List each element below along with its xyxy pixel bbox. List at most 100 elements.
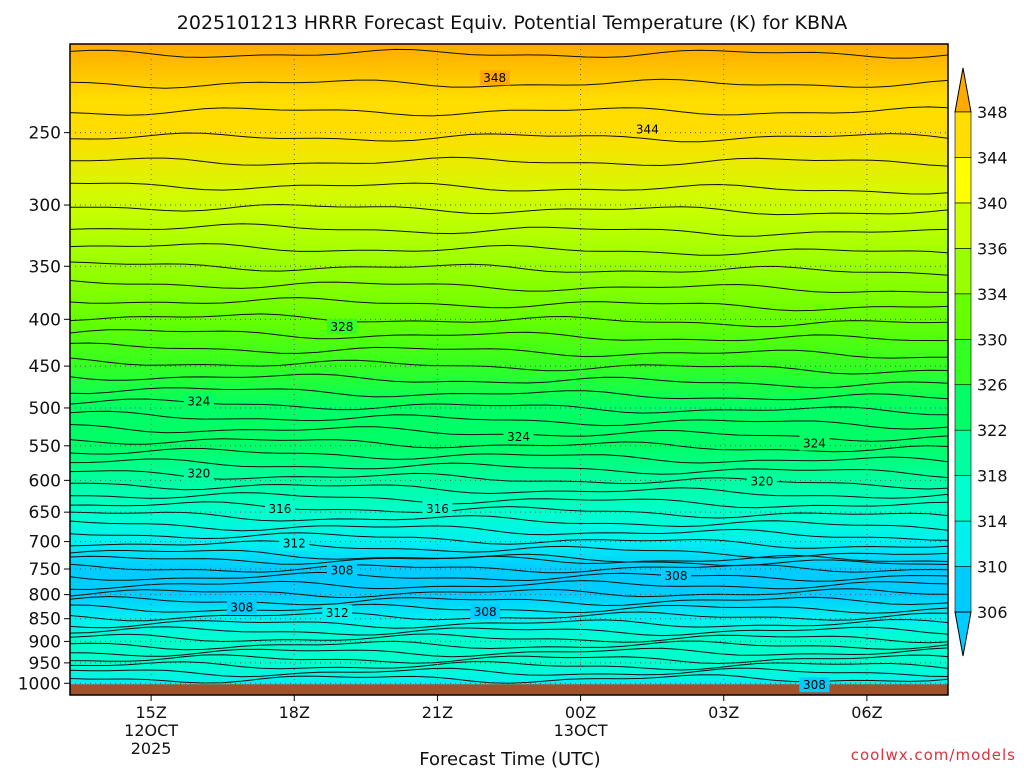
contour-label-bg: [279, 535, 310, 551]
x-tick-date-label: 13OCT: [554, 721, 608, 740]
contour-line: [69, 78, 949, 89]
colorbar-top-arrow: [954, 67, 972, 113]
x-tick-year-label: 2025: [131, 739, 172, 758]
contour-label-bg: [226, 599, 257, 615]
colorbar-segment: [954, 338, 972, 386]
contour-label-bg: [183, 393, 214, 409]
contour-label: 348: [483, 71, 506, 85]
y-axis: 2503003504004505005506006507007508008509…: [18, 124, 70, 694]
contour-line: [69, 661, 949, 671]
contour-line: [69, 626, 949, 637]
x-tick-label: 21Z: [422, 703, 453, 722]
contour-line: [69, 563, 949, 574]
y-tick-label: 400: [29, 310, 61, 330]
colorbar-segment: [954, 248, 972, 295]
colorbar-label: 318: [977, 467, 1008, 486]
contour-label: 316: [269, 502, 292, 516]
contour-line: [69, 398, 949, 416]
contour-line: [69, 373, 949, 389]
contour-label-bg: [632, 121, 663, 137]
contour-label-bg: [799, 435, 830, 451]
contour-line: [69, 387, 949, 401]
contour-line: [70, 156, 949, 167]
contour-label: 324: [187, 395, 210, 409]
contour-line: [69, 313, 949, 328]
contour-label: 324: [803, 437, 826, 451]
contour-line: [69, 48, 949, 59]
y-tick-label: 350: [29, 257, 61, 277]
contour-line: [69, 223, 949, 237]
x-tick-label: 00Z: [565, 703, 596, 722]
y-tick-label: 1000: [18, 674, 61, 694]
contour-label: 328: [331, 320, 354, 334]
contour-line: [69, 501, 949, 519]
colorbar-label: 340: [977, 194, 1008, 213]
contour-line: [69, 261, 949, 276]
plot-area: 348 344 328 324 324 324 320 320 316 316 312 308 308 3…: [69, 43, 949, 696]
contour-lines: [69, 48, 949, 684]
y-tick-label: 750: [29, 560, 61, 580]
contour-line: [69, 243, 949, 256]
y-tick-label: 300: [29, 196, 61, 216]
contour-label-bg: [746, 473, 777, 489]
colorbar-label: 330: [977, 330, 1008, 349]
colorbar-label: 326: [977, 376, 1008, 395]
y-tick-label: 250: [29, 124, 61, 144]
contour-line: [69, 511, 949, 531]
contour-line: [69, 342, 949, 359]
contour-line: [70, 492, 949, 509]
contour-line: [69, 458, 949, 479]
colorbar-segment: [954, 384, 972, 431]
contour-line: [69, 603, 949, 614]
credit-link[interactable]: coolwx.com/models: [851, 746, 1016, 764]
colorbar-label: 310: [977, 558, 1008, 577]
contour-label: 308: [474, 605, 497, 619]
contour-line: [69, 588, 949, 599]
contour-label: 320: [187, 467, 210, 481]
x-tick-label: 15Z: [135, 703, 166, 722]
contour-label-bg: [661, 567, 692, 583]
contour-label-bg: [322, 605, 353, 621]
x-tick-label: 03Z: [708, 703, 739, 722]
grid-lines: [70, 44, 948, 695]
contour-label-bg: [799, 677, 830, 693]
contour-label-bg: [264, 501, 295, 517]
colorbar-segment: [954, 293, 972, 340]
contour-label: 320: [750, 475, 773, 489]
contour-label-bg: [422, 501, 453, 517]
contour-label-bg: [326, 319, 357, 335]
contour-line: [69, 595, 949, 607]
contour-line: [69, 280, 949, 294]
contour-line: [69, 647, 949, 658]
contour-label: 316: [426, 502, 449, 516]
contour-line: [69, 357, 949, 375]
colorbar-label: 334: [977, 285, 1008, 304]
contour-line: [69, 611, 949, 622]
colorbar-label: 344: [977, 148, 1008, 167]
contour-label-bg: [470, 604, 501, 620]
y-tick-label: 850: [29, 610, 61, 630]
contour-label: 308: [665, 569, 688, 583]
colorbar-label: 348: [977, 103, 1008, 122]
contour-line: [69, 633, 949, 644]
contour-line: [69, 549, 949, 567]
x-tick-label: 18Z: [279, 703, 310, 722]
x-tick-label: 06Z: [851, 703, 882, 722]
x-tick-date-label: 12OCT: [124, 721, 178, 740]
contour-line: [69, 571, 949, 582]
contour-line: [69, 640, 949, 651]
colorbar-segment: [954, 111, 972, 158]
colorbar-segment: [954, 429, 972, 476]
contour-line: [69, 482, 949, 499]
contour-label-bg: [479, 70, 510, 86]
contour-label: 312: [326, 606, 349, 620]
y-tick-label: 950: [29, 654, 61, 674]
colorbar-bottom-arrow: [954, 611, 972, 657]
chart-title: 2025101213 HRRR Forecast Equiv. Potentia…: [177, 12, 847, 34]
contour-line: [69, 554, 949, 565]
contour-label: 324: [507, 430, 530, 444]
contour-line: [70, 203, 949, 216]
